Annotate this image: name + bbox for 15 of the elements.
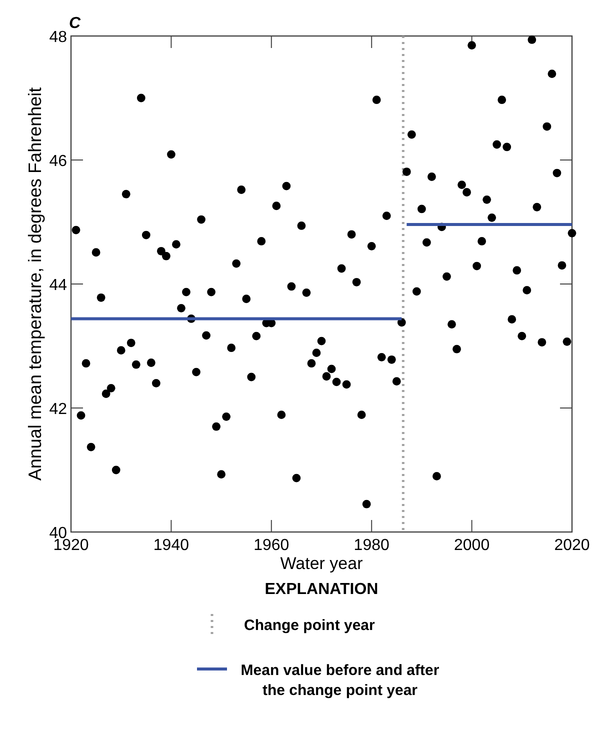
x-tick-label: 1940 xyxy=(153,537,190,554)
y-tick-label: 48 xyxy=(49,29,68,46)
y-tick-label: 46 xyxy=(49,153,68,170)
legend-title: EXPLANATION xyxy=(264,581,378,598)
x-tick-label: 1960 xyxy=(254,537,290,554)
legend-label: Change point year xyxy=(244,617,376,634)
x-tick-label: 2020 xyxy=(554,537,590,554)
x-tick-label: 2000 xyxy=(454,537,490,554)
y-tick-label: 42 xyxy=(49,401,68,418)
x-tick-label: 1980 xyxy=(354,537,390,554)
y-tick-label: 44 xyxy=(49,277,68,294)
chart-title: C xyxy=(69,15,81,32)
y-axis-title: Annual mean temperature, in degrees Fahrenheit xyxy=(25,87,45,481)
x-axis-title: Water year xyxy=(280,554,364,573)
legend-label: Mean value before and after the change point year xyxy=(240,662,440,699)
